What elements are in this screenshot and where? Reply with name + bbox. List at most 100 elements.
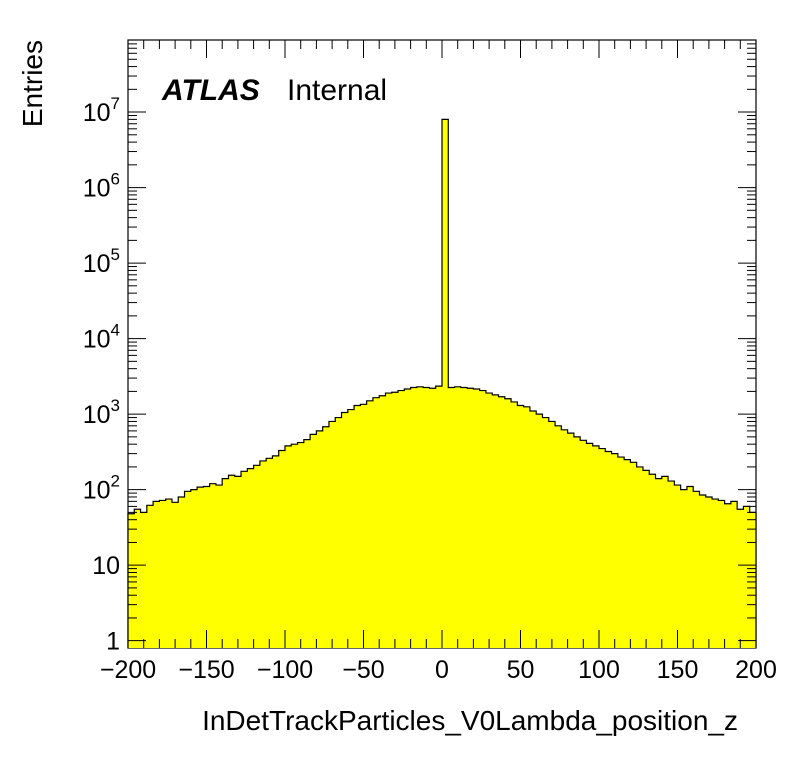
histogram-bars: [128, 119, 757, 649]
histogram-bin: [460, 387, 468, 648]
histogram-bin: [536, 414, 543, 648]
histogram-bin: [724, 503, 732, 648]
x-tick-label: 150: [657, 656, 699, 684]
histogram-bin: [322, 426, 330, 648]
histogram-bin: [442, 119, 449, 649]
histogram-bin: [215, 485, 223, 648]
histogram-bin: [128, 513, 135, 648]
histogram-bin: [511, 401, 518, 648]
axis-ticks: [127, 39, 757, 648]
histogram-bin: [259, 460, 267, 648]
histogram-bin: [473, 389, 481, 648]
histogram-bin: [743, 506, 751, 648]
histogram-bin: [649, 474, 656, 648]
histogram-outline: [127, 118, 757, 648]
histogram-bin: [310, 434, 317, 648]
histogram-bin: [372, 397, 380, 648]
y-tick-label: 107: [83, 94, 120, 127]
x-tick-label: −50: [342, 656, 384, 684]
histogram-bin: [479, 390, 487, 648]
histogram-bin: [542, 417, 550, 648]
histogram-bin: [197, 487, 204, 648]
internal-label: Internal: [287, 74, 387, 107]
histogram-bin: [316, 430, 324, 648]
y-tick-label: 10: [92, 552, 120, 580]
histogram-bin: [398, 390, 405, 648]
histogram-bin: [209, 483, 217, 648]
histogram-bin: [617, 457, 625, 648]
histogram-bin: [592, 445, 600, 648]
histogram-bin: [391, 392, 399, 648]
histogram-bin: [561, 429, 568, 648]
histogram-bin: [705, 496, 713, 648]
histogram-bin: [548, 421, 556, 648]
histogram-bin: [278, 450, 286, 648]
histogram-bin: [241, 471, 248, 648]
histogram-bin: [661, 476, 669, 648]
histogram-bin: [178, 496, 185, 648]
histogram-bin: [573, 436, 581, 648]
histogram-bin: [423, 387, 430, 648]
histogram-bin: [347, 409, 355, 648]
histogram-bin: [165, 499, 173, 648]
histogram-bin: [730, 501, 738, 648]
histogram-bin: [642, 470, 650, 648]
histogram-bin: [171, 502, 179, 648]
histogram-bin: [328, 421, 336, 648]
histogram-bin: [492, 394, 499, 648]
y-tick-label: 105: [83, 245, 120, 278]
histogram-bin: [605, 451, 612, 648]
histogram-bin: [335, 417, 342, 648]
histogram-bin: [517, 405, 525, 648]
histogram-bin: [190, 489, 198, 648]
histogram-bin: [448, 387, 455, 648]
x-tick-labels: −200 −150 −100 −50 0 50 100 150 200: [100, 656, 777, 684]
y-axis-title: Entries: [17, 40, 48, 127]
x-tick-label: −200: [100, 656, 156, 684]
histogram-bin: [379, 395, 386, 648]
histogram-bin: [247, 468, 254, 648]
histogram-bin: [285, 445, 292, 648]
histogram-bin: [712, 499, 719, 648]
histogram-bin: [599, 448, 606, 648]
histogram-bin: [580, 440, 587, 648]
histogram-bin: [435, 386, 443, 648]
histogram-bin: [686, 486, 694, 648]
x-tick-label: 100: [578, 656, 620, 684]
histogram-bin: [228, 475, 236, 648]
x-axis-title: InDetTrackParticles_V0Lambda_position_z: [202, 705, 738, 736]
histogram-bin: [555, 425, 562, 648]
histogram-bin: [636, 466, 644, 648]
histogram-bin: [366, 400, 374, 648]
x-tick-label: 200: [735, 656, 777, 684]
histogram-bin: [498, 396, 506, 648]
y-tick-label: 103: [83, 396, 120, 429]
y-tick-label: 106: [83, 170, 120, 203]
histogram-bin: [253, 465, 261, 648]
histogram-bin: [668, 481, 675, 648]
histogram-bin: [140, 512, 148, 648]
histogram-bin: [529, 411, 537, 648]
histogram-bin: [567, 433, 575, 648]
histogram-bin: [222, 478, 229, 648]
histogram-bin: [693, 491, 700, 648]
histogram-bin: [404, 389, 411, 648]
x-tick-label: 50: [507, 656, 535, 684]
histogram-bin: [203, 486, 211, 648]
histogram-bin: [630, 462, 638, 648]
histogram-bin: [134, 509, 141, 648]
histogram-bin: [586, 443, 594, 648]
histogram-bin: [680, 489, 688, 648]
histogram-bin: [485, 393, 493, 648]
y-tick-label: 1: [106, 628, 120, 656]
histogram-bin: [360, 404, 368, 648]
histogram-bin: [341, 412, 349, 648]
histogram-bin: [429, 388, 437, 648]
histogram-bin: [159, 500, 167, 648]
histogram-bin: [611, 453, 619, 648]
x-tick-label: −150: [178, 656, 234, 684]
histogram-bin: [504, 398, 512, 648]
histogram-bin: [467, 388, 474, 648]
histogram-bin: [297, 442, 305, 648]
